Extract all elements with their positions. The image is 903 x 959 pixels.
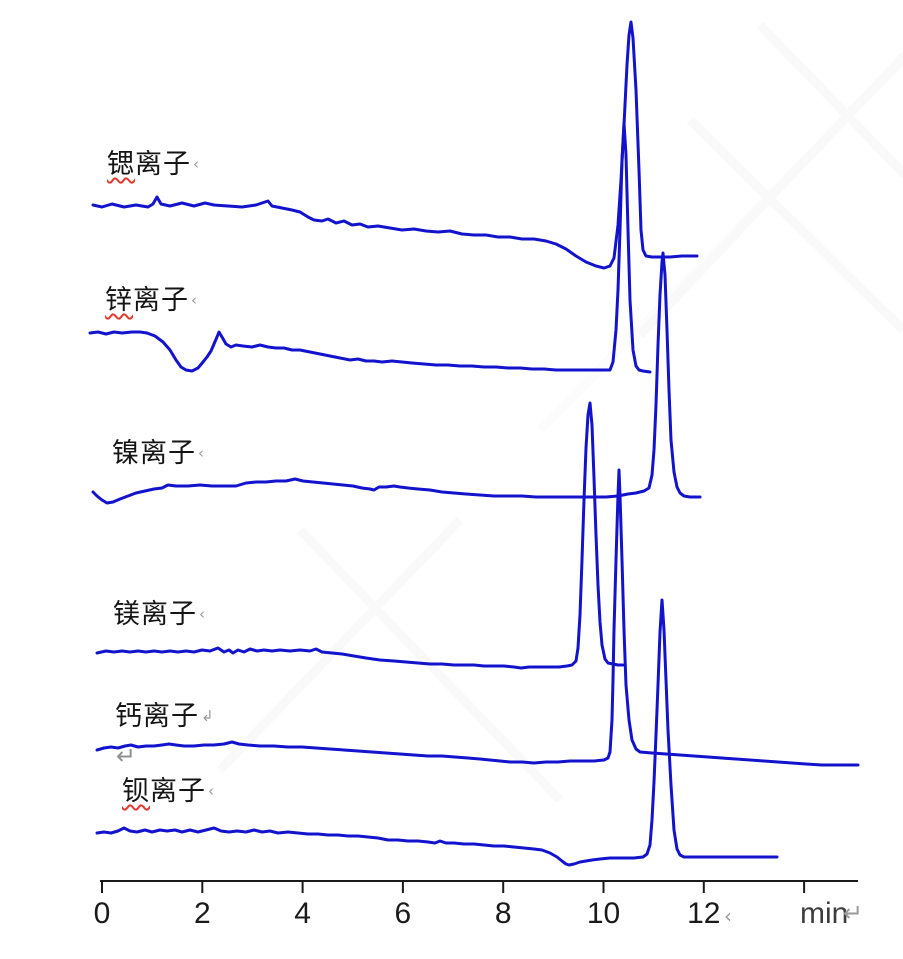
trace-2-锌离子 <box>88 121 652 374</box>
x-tick-label-4: 4 <box>294 897 311 930</box>
spellcheck-squiggle: 锌 <box>105 285 133 315</box>
format-mark-icon: ‹ <box>198 444 205 462</box>
format-mark-icon: ‹ <box>191 291 198 309</box>
ion-label-钡离子: 钡离子 ‹ <box>122 776 215 806</box>
x-tick-label-2: 2 <box>193 897 211 930</box>
format-mark-icon: ‹ <box>193 155 200 173</box>
format-mark-icon: ↲ <box>201 707 215 725</box>
x-axis-unit-label: min <box>800 897 849 930</box>
x-tick-label-10: 10 <box>586 897 621 930</box>
trace-group <box>88 20 860 867</box>
ion-label-镍离子: 镍离子 ‹ <box>112 438 205 468</box>
trace-1-锶离子 <box>91 20 699 270</box>
format-mark-after-12-icon: ‹ <box>724 904 732 928</box>
trace-5-钙离子 <box>95 468 860 767</box>
format-mark-icon: ‹ <box>199 605 206 623</box>
ion-label-锌离子: 锌离子 ‹ <box>105 285 198 315</box>
trace-6-钡离子 <box>95 598 779 867</box>
return-mark-icon: ↵ <box>116 742 137 770</box>
format-mark-icon: ‹ <box>208 782 215 800</box>
x-tick-label-6: 6 <box>394 897 412 930</box>
ion-label-钙离子: 钙离子 ↲ <box>115 701 215 731</box>
x-tick-label-0: 0 <box>93 897 111 930</box>
x-tick-label-12: 12 <box>687 897 721 930</box>
trace-4-镁离子 <box>95 401 625 670</box>
spellcheck-squiggle: 锶 <box>107 149 135 179</box>
x-axis <box>100 880 858 893</box>
trace-3-镍离子 <box>91 251 702 505</box>
ion-label-镁离子: 镁离子 ‹ <box>113 599 206 629</box>
x-tick-label-8: 8 <box>494 897 512 930</box>
return-mark-after-min-icon: ↵ <box>843 899 864 927</box>
spellcheck-squiggle: 钡 <box>122 776 150 806</box>
watermark <box>216 21 903 804</box>
ion-label-锶离子: 锶离子 ‹ <box>107 149 200 179</box>
